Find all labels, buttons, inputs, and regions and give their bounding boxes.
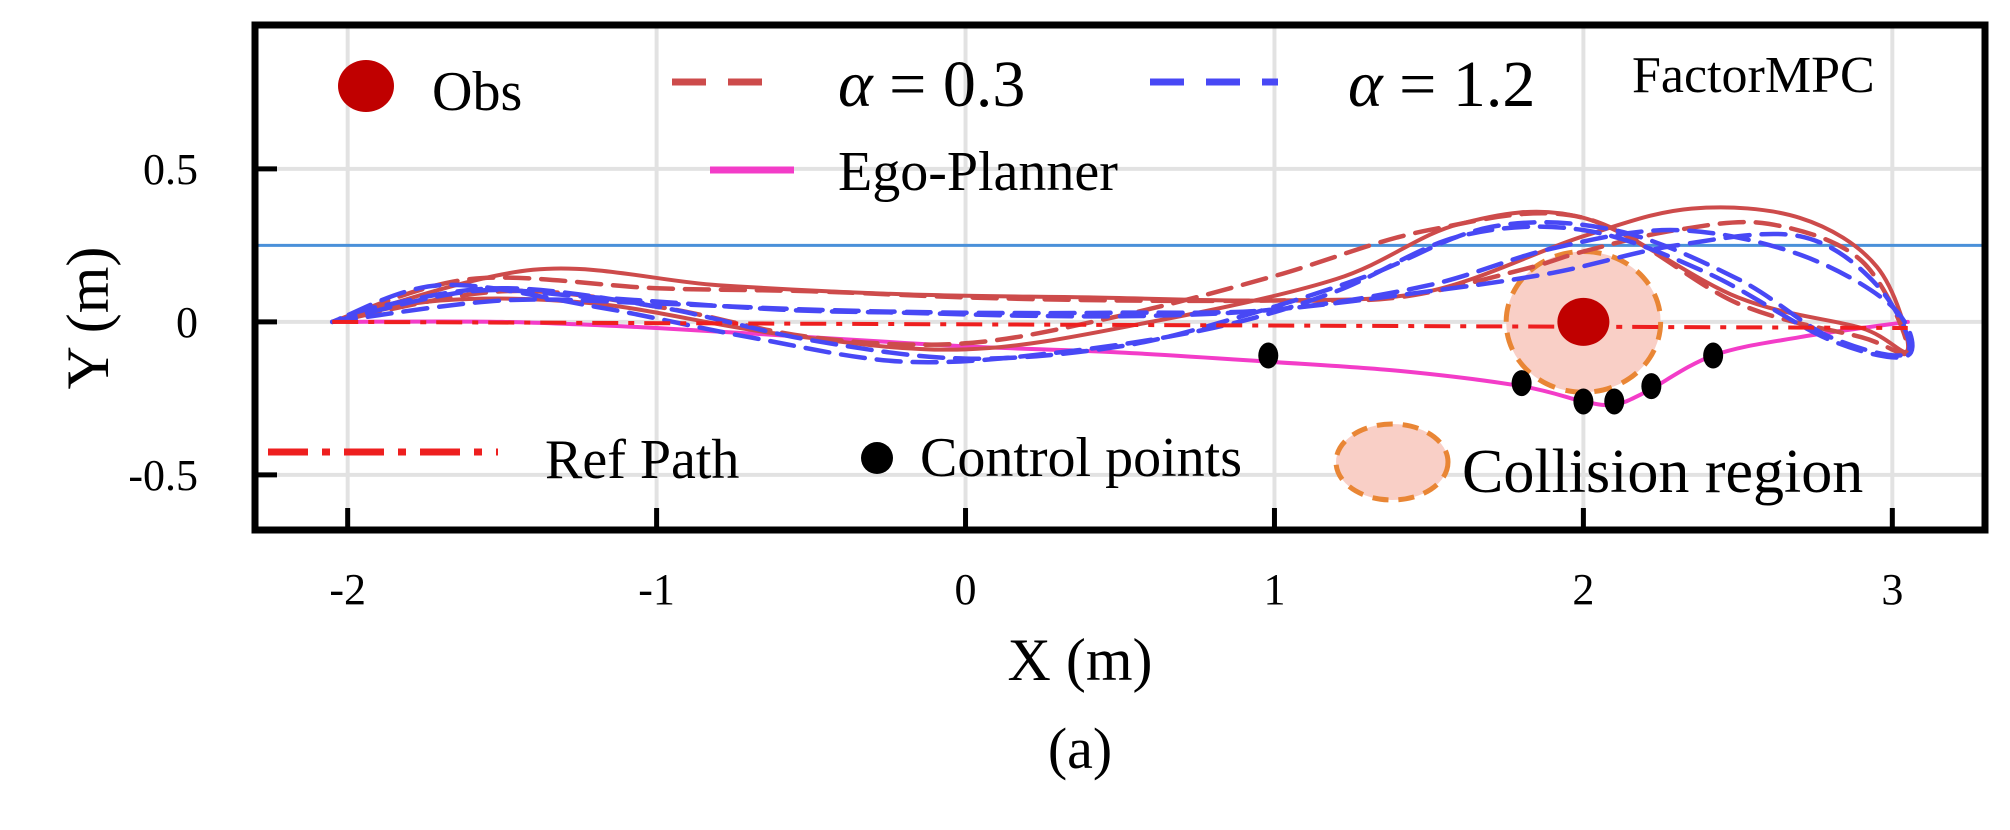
- x-tick-label-4: 2: [1572, 565, 1594, 614]
- y-tick-label-2: 0.5: [143, 145, 198, 194]
- plot-frame: [251, 21, 1989, 534]
- x-axis-label: X (m): [1008, 627, 1153, 693]
- legend-ref-label: Ref Path: [545, 429, 739, 491]
- series-line-3: [329, 219, 1912, 361]
- legend-alpha03-value: = 0.3: [873, 48, 1026, 121]
- x-tick-label-1: -1: [638, 565, 675, 614]
- legend-factormpc-label: FactorMPC: [1632, 47, 1875, 104]
- series-line-1: [329, 211, 1911, 357]
- series-line-0: [330, 319, 1910, 408]
- legend-top: Obs α = 0.3 α = 1.2 FactorMPC Ego-Planne…: [338, 47, 1875, 203]
- legend-ctrl-label: Control points: [920, 427, 1242, 489]
- control-point-0: [1258, 342, 1279, 369]
- legend-obs-label: Obs: [432, 61, 522, 123]
- y-tick-label-0: -0.5: [128, 451, 198, 500]
- axis-ticks: -2 -1 0 1 2 3 -0.5 0 0.5: [128, 145, 1903, 614]
- legend-collision-label: Collision region: [1462, 438, 1863, 506]
- y-axis-label: Y (m): [55, 247, 121, 390]
- x-tick-label-2: 0: [955, 565, 977, 614]
- x-tick-label-5: 3: [1881, 565, 1903, 614]
- legend-ctrl-marker: [861, 442, 893, 474]
- control-point-2: [1573, 388, 1594, 415]
- control-point-3: [1604, 388, 1625, 415]
- control-point-5: [1703, 342, 1724, 369]
- y-tick-label-1: 0: [176, 298, 198, 347]
- x-tick-label-0: -2: [329, 565, 366, 614]
- legend-ego-label: Ego-Planner: [838, 141, 1118, 203]
- x-tick-label-3: 1: [1263, 565, 1285, 614]
- plot-data: [255, 205, 1985, 415]
- control-point-4: [1641, 373, 1662, 400]
- legend-alpha03-label: α = 0.3: [838, 48, 1025, 121]
- legend-alpha03-symbol: α: [838, 48, 874, 121]
- legend-bottom: Ref Path Control points Collision region: [268, 421, 1863, 506]
- obstacle-marker: [1557, 297, 1610, 346]
- legend-alpha12-symbol: α: [1348, 48, 1384, 121]
- legend-alpha12-label: α = 1.2: [1348, 48, 1535, 121]
- figure-caption: (a): [1048, 716, 1112, 781]
- ref-path-line: [332, 319, 1908, 330]
- legend-collision-marker: [1333, 421, 1451, 503]
- series-line-4: [329, 224, 1915, 365]
- control-point-1: [1511, 370, 1532, 397]
- legend-obs-marker: [338, 60, 394, 112]
- legend-alpha12-value: = 1.2: [1383, 48, 1536, 121]
